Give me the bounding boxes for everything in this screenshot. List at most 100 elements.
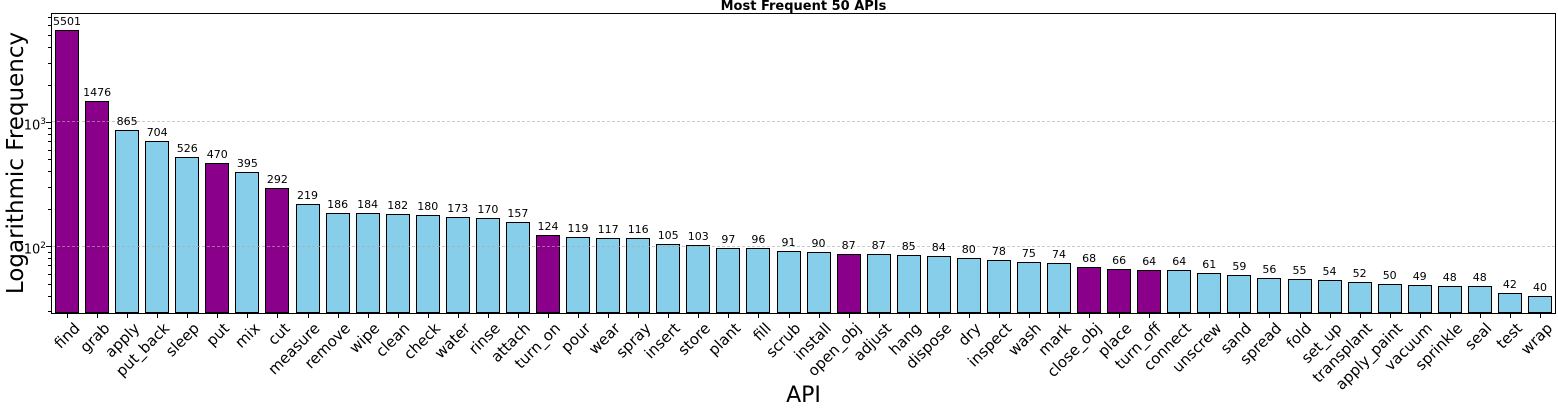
x-tick-mark	[788, 314, 790, 318]
bar-value-label: 470	[206, 147, 228, 161]
x-tick-mark	[1209, 314, 1211, 318]
bar-value-label: 117	[597, 222, 619, 236]
bar-transplant	[1347, 281, 1372, 313]
bar-install	[806, 251, 831, 313]
bar-value-label: 61	[1202, 257, 1217, 271]
y-minor-tick-mark	[48, 273, 52, 275]
x-tick-mark	[277, 314, 279, 318]
bar-value-label: 42	[1502, 278, 1517, 291]
x-tick-mark	[908, 314, 910, 318]
plot-area: 5501 1476 865 704 526 470 395 292 219 186 184 182 18…	[51, 13, 1556, 314]
x-tick-label: mix	[231, 319, 264, 352]
x-tick-mark	[187, 314, 189, 318]
x-tick-mark	[968, 314, 970, 318]
x-tick-label: wash	[1004, 319, 1045, 360]
x-tick-mark	[1359, 314, 1361, 318]
bar-sprinkle	[1437, 285, 1462, 313]
x-tick-mark	[638, 314, 640, 318]
bar-hang	[896, 255, 921, 313]
bar-water	[445, 216, 470, 313]
y-minor-tick-mark	[48, 47, 52, 49]
gridline	[52, 121, 1555, 123]
bar-put_back	[145, 140, 170, 313]
bar-sleep	[175, 156, 200, 313]
bar-turn_off	[1137, 270, 1162, 313]
x-tick-label: pour	[556, 319, 595, 357]
bar-spread	[1257, 277, 1282, 313]
y-minor-tick-mark	[48, 62, 52, 64]
bar-value-label: 157	[507, 206, 529, 220]
bar-put	[205, 162, 230, 313]
y-minor-tick-mark	[48, 35, 52, 37]
x-axis-label: API	[786, 383, 821, 408]
bar-value-label: 97	[721, 232, 736, 246]
bar-wipe	[355, 213, 380, 313]
x-tick-mark	[97, 314, 99, 318]
bar-connect	[1167, 270, 1192, 313]
y-minor-tick-mark	[48, 283, 52, 285]
bar-value-label: 40	[1533, 280, 1547, 294]
bar-clean	[385, 213, 410, 313]
x-tick-mark	[608, 314, 610, 318]
bar-value-label: 182	[387, 198, 409, 212]
x-tick-mark	[1059, 314, 1060, 318]
bar-attach	[505, 221, 530, 313]
bar-value-label: 96	[751, 233, 766, 247]
bar-value-label: 80	[961, 243, 976, 257]
x-tick-mark	[1269, 314, 1271, 318]
y-minor-tick-mark	[48, 16, 52, 18]
bar-adjust	[866, 253, 891, 313]
bar-value-label: 74	[1052, 247, 1066, 261]
x-tick-label: sleep	[162, 319, 204, 361]
bar-fold	[1287, 278, 1312, 313]
y-minor-tick-mark	[48, 25, 52, 27]
x-tick-mark	[848, 314, 850, 318]
x-tick-label: seal	[1461, 319, 1496, 354]
bar-inspect	[986, 259, 1011, 313]
x-tick-mark	[457, 314, 459, 318]
x-tick-mark	[337, 314, 339, 318]
bar-apply_paint	[1377, 283, 1402, 313]
y-minor-tick-mark	[48, 149, 52, 151]
bar-value-label: 865	[116, 114, 138, 128]
bar-wear	[596, 237, 621, 313]
x-tick-mark	[878, 314, 880, 318]
bar-value-label: 75	[1021, 246, 1036, 260]
x-tick-mark	[548, 314, 549, 318]
y-minor-tick-mark	[48, 127, 52, 129]
x-tick-mark	[67, 314, 68, 318]
bar-value-label: 64	[1142, 255, 1157, 269]
bar-value-label: 103	[687, 229, 709, 243]
bar-wash	[1016, 261, 1041, 313]
x-tick-mark	[668, 314, 670, 318]
x-tick-mark	[1479, 314, 1481, 318]
bar-sand	[1227, 274, 1252, 313]
x-tick-mark	[127, 314, 129, 318]
y-minor-tick-mark	[48, 84, 52, 86]
bar-set_up	[1317, 279, 1342, 313]
bar-value-label: 116	[627, 223, 649, 237]
bar-turn_on	[536, 234, 560, 313]
x-tick-label: store	[674, 319, 715, 359]
bar-dispose	[926, 255, 951, 313]
x-tick-mark	[938, 314, 940, 318]
x-tick-mark	[1179, 314, 1181, 318]
x-tick-mark	[247, 314, 249, 318]
bar-value-label: 87	[871, 238, 886, 252]
bar-value-label: 1476	[83, 86, 112, 99]
bar-test	[1497, 293, 1522, 313]
x-tick-mark	[1028, 314, 1030, 318]
x-tick-mark	[517, 314, 519, 318]
bar-apply	[115, 129, 140, 313]
bar-find	[55, 30, 79, 313]
bar-value-label: 56	[1262, 262, 1277, 276]
x-tick-mark	[1299, 314, 1301, 318]
x-tick-mark	[1089, 314, 1091, 318]
x-tick-mark	[487, 314, 489, 318]
y-minor-tick-mark	[48, 186, 52, 188]
bar-value-label: 50	[1382, 268, 1397, 282]
bar-pour	[566, 236, 590, 313]
x-tick-label: put	[202, 319, 234, 350]
bar-cut	[265, 188, 290, 313]
